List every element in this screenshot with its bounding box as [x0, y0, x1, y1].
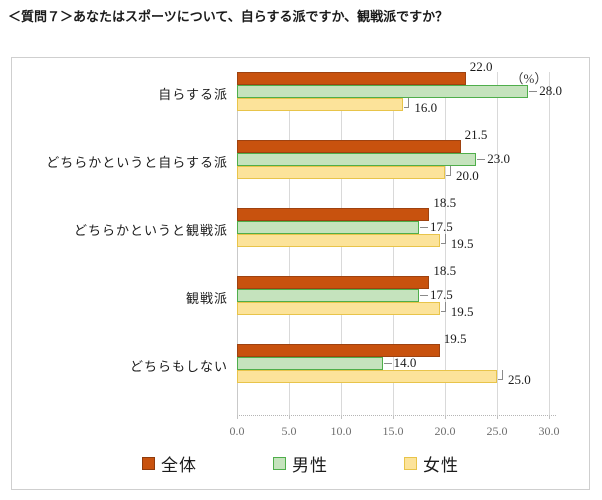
leader-line [420, 295, 428, 296]
gridline [497, 72, 498, 415]
page-title: ＜質問７＞あなたはスポーツについて、自らする派ですか、観戦派ですか？ [8, 9, 449, 24]
value-label: 23.0 [487, 151, 510, 166]
x-axis-tick [341, 415, 342, 419]
x-axis-tick-label: 25.0 [486, 424, 508, 438]
bar-row: 28.0 [237, 83, 562, 98]
leader-line [529, 91, 538, 92]
bar-row: 20.0 [237, 166, 549, 183]
value-label: 19.5 [450, 236, 474, 251]
x-axis-tick [549, 415, 550, 419]
leader-line-vertical [444, 302, 446, 311]
leader-line [420, 227, 428, 228]
gridline [549, 72, 550, 415]
x-axis-tick [393, 415, 394, 419]
bar-row: 17.5 [237, 219, 549, 234]
bar-female[interactable] [237, 166, 445, 179]
bar-male[interactable] [237, 85, 529, 98]
leader-line-vertical [502, 370, 503, 379]
leader-line [446, 175, 451, 176]
x-axis-tick-label: 10.0 [330, 424, 352, 438]
value-label: 17.5 [430, 219, 453, 234]
value-label: 18.5 [433, 195, 457, 210]
x-axis-tick-label: 0.0 [229, 424, 245, 438]
x-axis-tick [497, 415, 498, 419]
bar-row: 19.5 [237, 302, 549, 319]
legend-swatch-icon [142, 456, 155, 470]
bar-total[interactable] [237, 208, 430, 221]
bar-total[interactable] [237, 72, 466, 85]
legend-item-male[interactable]: 男性 [273, 451, 328, 476]
value-label: 14.0 [393, 355, 417, 370]
leader-line [440, 243, 446, 244]
bar-row: 22.0 [237, 59, 549, 85]
value-label: 17.5 [430, 287, 453, 302]
percent-unit-label: （%） [510, 71, 548, 86]
value-label: 21.5 [464, 127, 488, 142]
bar-male[interactable] [237, 153, 477, 166]
leader-line-vertical [444, 234, 446, 243]
x-axis-tick [237, 415, 238, 419]
bar-female[interactable] [237, 98, 404, 111]
leader-line [498, 379, 503, 380]
legend-label: 女性 [423, 455, 459, 475]
bar-total[interactable] [237, 344, 440, 357]
value-label: 28.0 [539, 83, 562, 98]
value-label: 22.0 [469, 59, 493, 74]
category-label: 自らする派 [158, 86, 228, 102]
bar-total[interactable] [237, 276, 430, 289]
bar-female[interactable] [237, 234, 440, 247]
legend-swatch-icon [273, 456, 286, 470]
legend-label: 全体 [161, 455, 197, 475]
bar-row: 18.5 [237, 263, 549, 289]
x-axis-tick-label: 15.0 [382, 424, 404, 438]
bar-male[interactable] [237, 289, 419, 302]
bar-male[interactable] [237, 221, 419, 234]
chart-frame: 0.0 5.0 10.0 15.0 20.0 25.0 30.0 （%） 自らする派 22.0… [11, 57, 590, 490]
bar-row: 17.5 [237, 287, 549, 302]
legend-swatch-icon [404, 456, 417, 470]
bar-row: 19.5 [237, 331, 549, 357]
legend-item-total[interactable]: 全体 [142, 451, 197, 476]
leader-line-vertical [450, 166, 451, 175]
x-axis-tick [289, 415, 290, 419]
bar-row: 21.5 [237, 127, 549, 153]
chart-legend: 全体 男性 女性 [11, 446, 590, 480]
x-axis-tick [445, 415, 446, 419]
value-label: 19.5 [450, 304, 474, 319]
leader-line [383, 363, 392, 364]
leader-line [477, 159, 486, 160]
bar-row: 16.0 [237, 98, 549, 115]
value-label: 19.5 [443, 331, 467, 346]
bar-row: 23.0 [237, 151, 549, 166]
bar-female[interactable] [237, 370, 497, 383]
value-label: 18.5 [433, 263, 457, 278]
x-axis-tick-label: 20.0 [434, 424, 456, 438]
x-axis-tick-label: 5.0 [281, 424, 297, 438]
bar-total[interactable] [237, 140, 461, 153]
category-label: どちらもしない [129, 358, 228, 374]
bar-female[interactable] [237, 302, 440, 315]
category-label: どちらかというと観戦派 [73, 222, 228, 238]
leader-line-vertical [408, 98, 410, 107]
bar-row: 19.5 [237, 234, 549, 251]
value-label: 16.0 [414, 100, 438, 115]
bar-row: 25.0 [237, 370, 549, 387]
x-axis-line [237, 415, 556, 416]
leader-line [404, 107, 410, 108]
value-label: 25.0 [508, 372, 531, 387]
category-label: どちらかというと自らする派 [46, 154, 228, 170]
category-label: 観戦派 [185, 290, 228, 306]
bar-row: 18.5 [237, 195, 549, 221]
x-axis-tick-label: 30.0 [538, 424, 560, 438]
value-label: 20.0 [456, 168, 479, 183]
legend-item-female[interactable]: 女性 [404, 451, 459, 476]
bar-male[interactable] [237, 357, 383, 370]
bar-row: 14.0 [237, 355, 549, 370]
leader-line [440, 311, 446, 312]
legend-label: 男性 [292, 455, 328, 475]
